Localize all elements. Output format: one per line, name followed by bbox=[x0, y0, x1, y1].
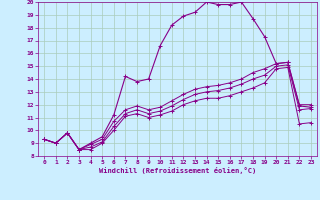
X-axis label: Windchill (Refroidissement éolien,°C): Windchill (Refroidissement éolien,°C) bbox=[99, 167, 256, 174]
